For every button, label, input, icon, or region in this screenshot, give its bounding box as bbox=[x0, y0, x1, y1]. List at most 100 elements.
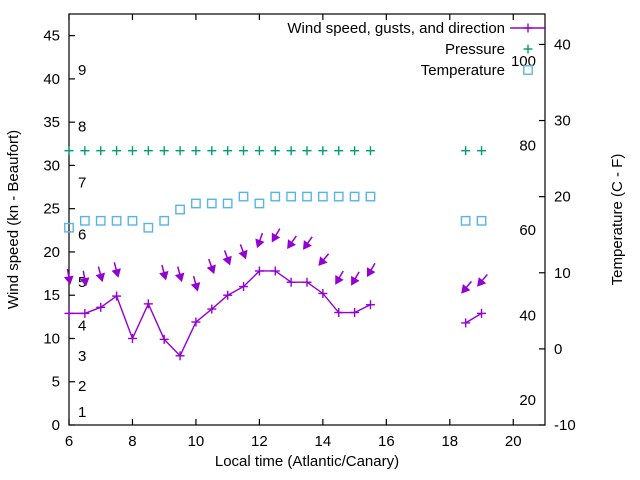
pressure-point bbox=[112, 146, 122, 156]
wind-direction-arrow bbox=[461, 280, 473, 294]
pressure-point bbox=[175, 146, 185, 156]
pressure-point bbox=[334, 146, 344, 156]
wind-direction-arrow bbox=[190, 275, 201, 292]
pressure-point bbox=[96, 146, 106, 156]
temperature-point bbox=[254, 198, 265, 209]
beaufort-scale-label: 2 bbox=[78, 378, 86, 395]
wind-direction-arrow bbox=[302, 236, 313, 250]
temperature-point bbox=[349, 191, 360, 202]
data-series-group bbox=[63, 146, 488, 361]
pressure-point bbox=[191, 146, 201, 156]
wind-speed-line bbox=[465, 312, 482, 324]
pressure-point bbox=[159, 146, 169, 156]
wind-direction-arrow bbox=[63, 268, 74, 285]
wind-direction-arrow bbox=[271, 228, 281, 243]
axis-tick-labels-group: 6 8 10 12 14 16 18 20051015202530354045-1001020… bbox=[43, 28, 575, 450]
pressure-point bbox=[80, 146, 90, 156]
beaufort-scale-label: 8 bbox=[78, 118, 86, 135]
wind-speed-point bbox=[159, 334, 169, 344]
y-tick-label: 25 bbox=[43, 201, 60, 218]
wind-direction-arrow bbox=[206, 258, 216, 275]
wind-speed-point bbox=[302, 277, 312, 287]
wind-speed-point bbox=[191, 317, 201, 327]
pressure-point bbox=[239, 146, 249, 156]
wind-speed-point bbox=[127, 333, 137, 343]
axis-ticks-group bbox=[68, 14, 545, 426]
x-tick-label: 14 bbox=[315, 433, 332, 450]
y2-tick-label: 0 bbox=[554, 341, 562, 358]
temperature-point bbox=[159, 215, 170, 226]
x-tick-label: 16 bbox=[378, 433, 395, 450]
temperature-point bbox=[460, 215, 471, 226]
wind-direction-arrow bbox=[255, 232, 265, 249]
temperature-point bbox=[317, 191, 328, 202]
axis-titles-group: Local time (Atlantic/Canary) Wind speed (… bbox=[5, 130, 626, 470]
temperature-point bbox=[191, 198, 201, 209]
wind-speed-point bbox=[112, 291, 122, 301]
pressure-point bbox=[461, 146, 471, 156]
wind-direction-arrow bbox=[318, 253, 330, 266]
y-tick-label: 20 bbox=[43, 244, 60, 261]
wind-speed-point bbox=[239, 282, 249, 292]
pressure-point bbox=[477, 146, 487, 156]
wind-speed-point bbox=[350, 308, 360, 318]
y-axis-title: Wind speed (kn - Beaufort) bbox=[5, 130, 22, 309]
temperature-point bbox=[79, 215, 90, 226]
y-tick-label: 45 bbox=[43, 28, 60, 45]
wind-direction-arrow bbox=[95, 266, 106, 283]
beaufort-scale-label: 6 bbox=[78, 227, 86, 244]
wind-direction-arrow bbox=[366, 262, 376, 278]
fahrenheit-scale-label: 80 bbox=[519, 138, 536, 155]
wind-speed-point bbox=[477, 308, 487, 318]
plot-border bbox=[68, 13, 546, 426]
x-tick-label: 12 bbox=[251, 433, 268, 450]
wind-speed-point bbox=[80, 308, 90, 318]
y2-tick-label: 20 bbox=[554, 189, 571, 206]
temperature-series bbox=[64, 191, 487, 233]
wind-speed-point bbox=[461, 318, 471, 328]
wind-direction-arrow bbox=[287, 235, 297, 250]
legend-square-swatch bbox=[523, 65, 533, 75]
temperature-point bbox=[270, 191, 281, 202]
wind-direction-arrow bbox=[335, 270, 344, 285]
fahrenheit-scale-label: 60 bbox=[519, 222, 536, 239]
wind-speed-point bbox=[334, 308, 344, 318]
y2-axis-title: Temperature (C - F) bbox=[609, 154, 626, 286]
legend-label-1: Pressure bbox=[445, 41, 505, 58]
fahrenheit-scale-label: 40 bbox=[519, 307, 536, 324]
wind-direction-arrow bbox=[111, 262, 121, 278]
beaufort-scale-label: 7 bbox=[78, 175, 86, 192]
y-tick-label: 0 bbox=[52, 417, 60, 434]
temperature-point bbox=[111, 215, 122, 226]
y-tick-label: 5 bbox=[52, 374, 60, 391]
plot-frame-group bbox=[68, 13, 546, 426]
pressure-point bbox=[254, 146, 264, 156]
wind-speed-point bbox=[96, 302, 106, 312]
temperature-point bbox=[206, 198, 217, 209]
pressure-point bbox=[318, 146, 328, 156]
wind-speed-point bbox=[207, 304, 217, 314]
gust-direction-series bbox=[63, 228, 488, 294]
temperature-point bbox=[143, 222, 154, 233]
temperature-point bbox=[95, 215, 106, 226]
beaufort-scale-label: 5 bbox=[78, 274, 86, 291]
legend-plus-swatch bbox=[523, 44, 533, 54]
pressure-point bbox=[350, 146, 360, 156]
wind-direction-arrow bbox=[238, 244, 248, 260]
y2-tick-label: 30 bbox=[554, 113, 571, 130]
temperature-point bbox=[64, 222, 74, 233]
temperature-point bbox=[238, 191, 249, 202]
legend-group: Wind speed, gusts, and direction Pressure… bbox=[287, 20, 546, 79]
pressure-point bbox=[223, 146, 233, 156]
temperature-point bbox=[302, 191, 312, 202]
pressure-series bbox=[64, 146, 487, 156]
y-tick-label: 35 bbox=[43, 114, 60, 131]
legend-label-0: Wind speed, gusts, and direction bbox=[287, 20, 505, 37]
x-tick-label: 10 bbox=[188, 433, 205, 450]
x-tick-label: 18 bbox=[441, 433, 458, 450]
wind-direction-arrow bbox=[159, 264, 169, 281]
temperature-point bbox=[286, 191, 297, 202]
y-tick-label: 30 bbox=[43, 157, 60, 174]
